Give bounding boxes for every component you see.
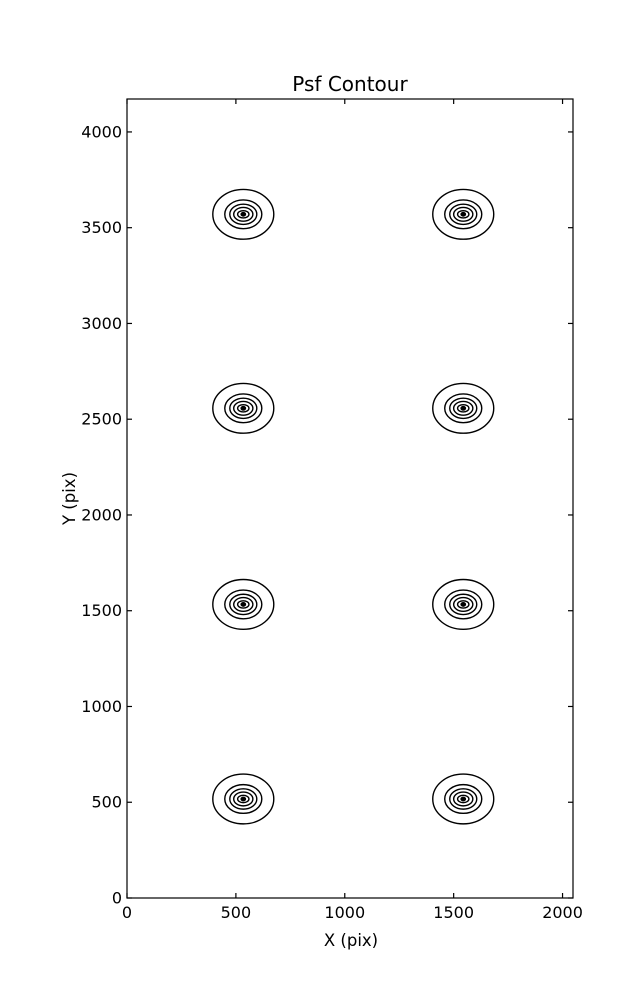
contour-ring xyxy=(233,791,254,807)
contour-ring xyxy=(229,397,258,420)
contour-ring xyxy=(212,382,275,434)
y-tick-label: 1500 xyxy=(81,601,122,620)
psf-contour-cluster xyxy=(212,382,275,434)
psf-contour-cluster xyxy=(432,188,495,240)
contour-ring xyxy=(432,188,495,240)
contour-ring xyxy=(452,596,474,613)
contour-ring xyxy=(444,589,483,620)
contour-ring xyxy=(236,209,250,219)
contour-ring xyxy=(432,773,495,825)
contour-ring xyxy=(444,199,483,230)
contour-ring xyxy=(224,199,263,230)
contour-center-dot xyxy=(460,601,467,607)
axis-ticks xyxy=(126,99,573,899)
contour-ring xyxy=(233,400,254,416)
contour-ring xyxy=(449,397,478,420)
y-tick-label: 2500 xyxy=(81,410,122,429)
contour-ring xyxy=(456,403,470,413)
contour-ring xyxy=(224,589,263,620)
contour-ring xyxy=(432,382,495,434)
psf-contour-cluster xyxy=(432,578,495,631)
contour-ring xyxy=(236,403,250,413)
x-tick-label: 0 xyxy=(122,903,132,922)
contour-ring xyxy=(229,788,258,810)
contour-ring xyxy=(233,206,254,222)
contour-ring xyxy=(452,206,474,222)
contour-ring xyxy=(444,393,483,424)
contour-ring xyxy=(456,794,470,804)
axis-tick-labels: 0 500 1000 1500 2000 0 500 1000 1500 2000 2500 3000… xyxy=(81,122,583,922)
y-tick-label: 4000 xyxy=(81,122,122,141)
contour-center-dot xyxy=(240,211,247,217)
psf-contour-cluster xyxy=(212,578,275,631)
contour-ring xyxy=(229,593,258,616)
psf-contour-cluster xyxy=(432,382,495,434)
contour-ring xyxy=(452,400,474,416)
contour-ring xyxy=(229,203,258,226)
contour-ring xyxy=(236,600,250,609)
contour-ring xyxy=(224,393,263,424)
contour-ring xyxy=(236,794,250,804)
contour-ring xyxy=(233,596,254,613)
y-axis-label: Y (pix) xyxy=(60,472,79,526)
contour-ring xyxy=(449,203,478,226)
x-tick-label: 2000 xyxy=(542,903,583,922)
contour-center-dot xyxy=(240,601,247,607)
x-tick-label: 1000 xyxy=(324,903,365,922)
y-tick-label: 3500 xyxy=(81,218,122,237)
contour-ring xyxy=(449,788,478,810)
psf-contour-cluster xyxy=(212,773,275,825)
contour-ring xyxy=(456,209,470,219)
contour-center-dot xyxy=(460,211,467,217)
y-tick-label: 3000 xyxy=(81,314,122,333)
contour-ring xyxy=(456,600,470,609)
x-axis-label: X (pix) xyxy=(324,931,378,950)
contour-ring xyxy=(212,188,275,240)
contour-center-dot xyxy=(240,405,247,411)
psf-contour-cluster xyxy=(432,773,495,825)
plot-title: Psf Contour xyxy=(292,72,408,96)
contour-center-dot xyxy=(240,796,247,802)
y-tick-label: 1000 xyxy=(81,697,122,716)
plot-border xyxy=(126,98,574,899)
y-tick-label: 0 xyxy=(112,889,122,908)
contour-ring xyxy=(224,783,263,815)
x-tick-label: 500 xyxy=(221,903,252,922)
contour-ring xyxy=(212,578,275,631)
psf-contour-cluster xyxy=(212,188,275,240)
contour-ring xyxy=(432,578,495,631)
y-tick-label: 2000 xyxy=(81,505,122,524)
contour-ring xyxy=(452,791,474,807)
contour-center-dot xyxy=(460,796,467,802)
contour-center-dot xyxy=(460,405,467,411)
y-tick-label: 500 xyxy=(91,793,122,812)
x-tick-label: 1500 xyxy=(433,903,474,922)
contour-ring xyxy=(212,773,275,825)
contour-ring xyxy=(449,593,478,616)
contour-clusters xyxy=(212,188,495,825)
contour-ring xyxy=(444,783,483,815)
